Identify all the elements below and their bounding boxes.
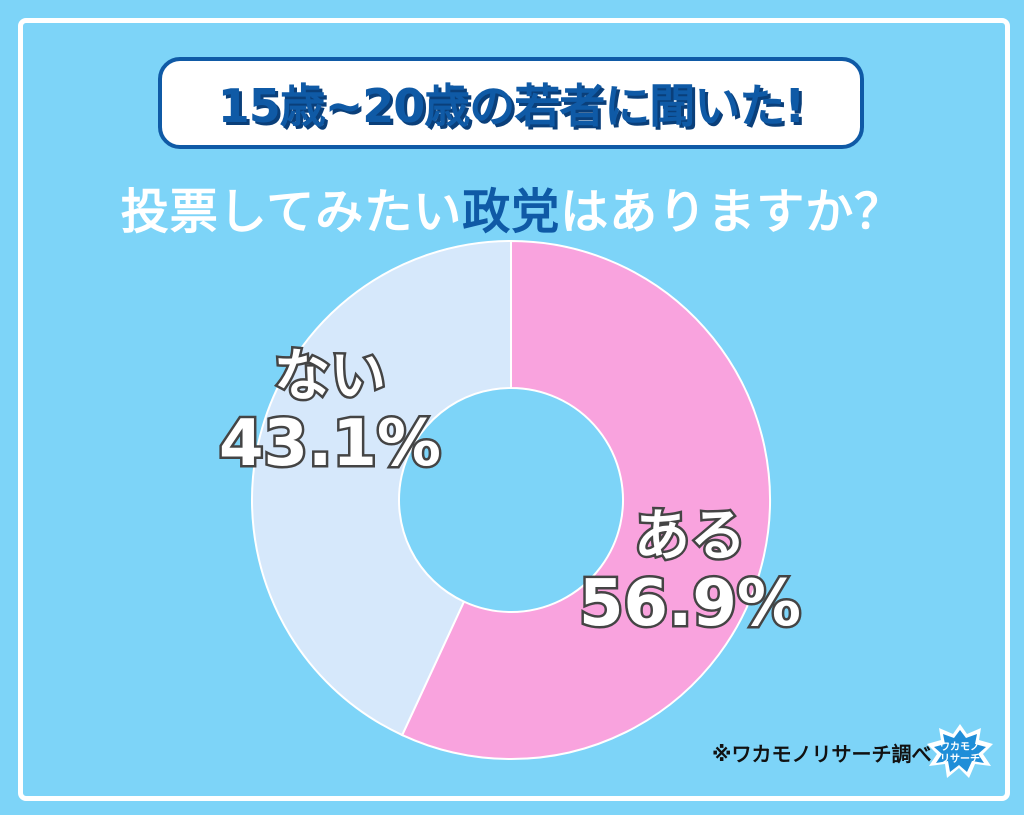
source-note: ※ワカモノリサーチ調べ [712,742,932,766]
question-post: はありますか？ [560,184,904,240]
donut-slice-2 [251,239,512,737]
title-box: 15歳~20歳の若者に聞いた! [158,57,864,149]
svg-text:リサーチ: リサーチ [940,753,980,765]
title: 15歳~20歳の若者に聞いた! [217,79,806,133]
question-pre: 投票してみたい [120,184,463,240]
donut-slice-1 [400,239,771,760]
percent-label: 56.9% [579,567,801,641]
svg-text:ワカモノ: ワカモノ [940,741,980,753]
wakamono-research-logo: ワカモノ リサーチ [927,724,993,778]
question-highlight: 政党 [462,184,561,240]
percent-label: 43.1% [219,407,441,481]
white-frame [18,18,1010,801]
category-label: ある [634,504,746,569]
question-heading: 投票してみたい政党はありますか？ [0,172,1024,242]
category-label: ない [274,344,386,409]
